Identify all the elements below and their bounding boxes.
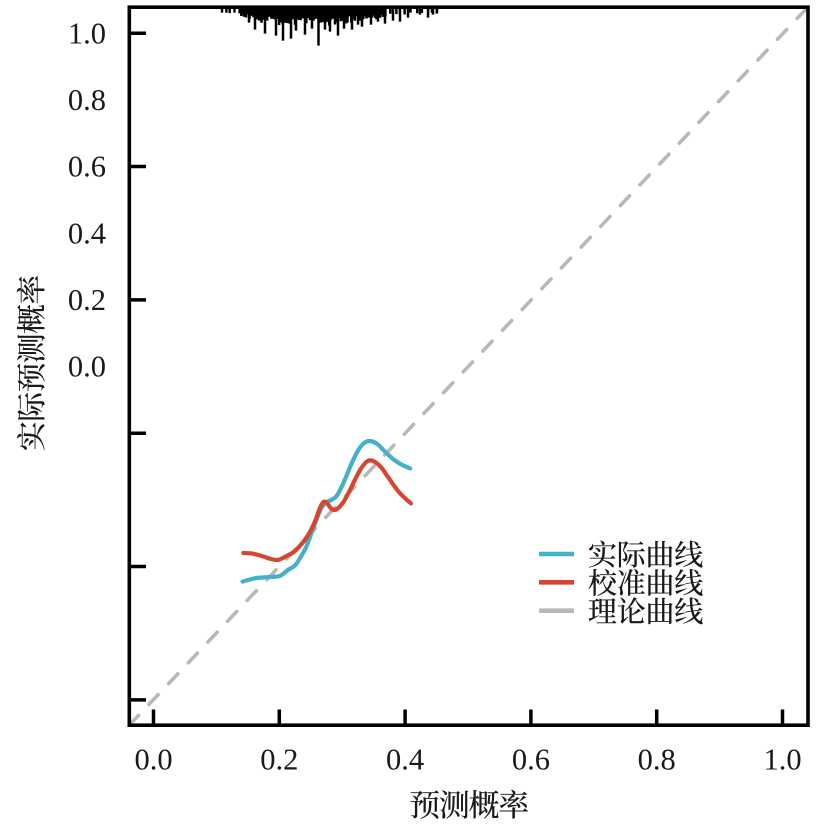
svg-text:0.6: 0.6: [512, 743, 550, 777]
svg-text:0.0: 0.0: [68, 350, 106, 384]
svg-text:0.0: 0.0: [134, 743, 172, 777]
svg-text:1.0: 1.0: [763, 743, 801, 777]
svg-text:0.8: 0.8: [68, 83, 106, 117]
svg-text:0.4: 0.4: [386, 743, 424, 777]
svg-text:0.8: 0.8: [638, 743, 676, 777]
svg-text:0.6: 0.6: [68, 150, 106, 184]
svg-text:1.0: 1.0: [68, 16, 106, 50]
svg-text:0.2: 0.2: [68, 283, 106, 317]
svg-text:0.2: 0.2: [260, 743, 298, 777]
svg-text:0.4: 0.4: [68, 216, 106, 250]
